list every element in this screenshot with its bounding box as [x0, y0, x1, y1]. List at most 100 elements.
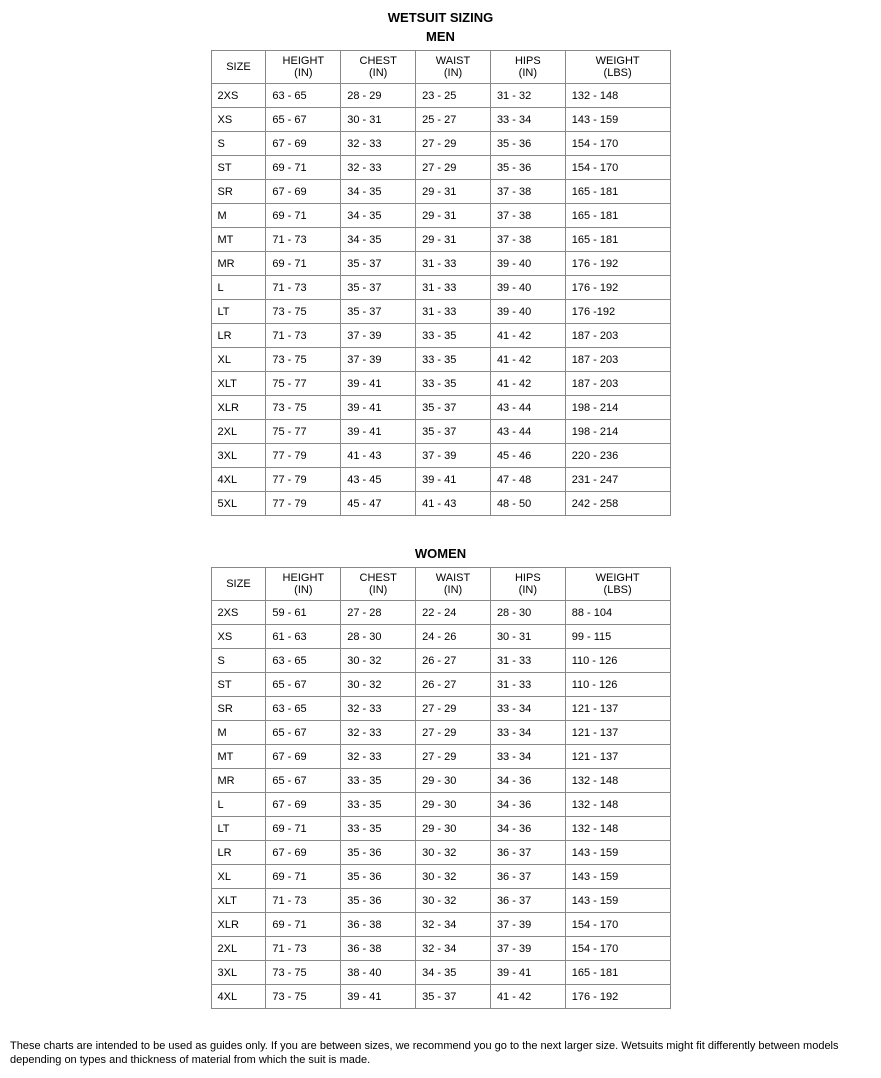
table-cell: 75 - 77	[266, 420, 341, 444]
table-cell: 39 - 41	[341, 372, 416, 396]
column-header-size: SIZE	[211, 568, 266, 601]
table-cell: MR	[211, 252, 266, 276]
table-cell: 32 - 33	[341, 132, 416, 156]
table-row: XLR73 - 7539 - 4135 - 3743 - 44198 - 214	[211, 396, 670, 420]
table-cell: 45 - 46	[490, 444, 565, 468]
table-cell: 165 - 181	[565, 961, 670, 985]
table-cell: 39 - 41	[341, 420, 416, 444]
table-row: 4XL73 - 7539 - 4135 - 3741 - 42176 - 192	[211, 985, 670, 1009]
sizing-table: SIZEHEIGHT(IN)CHEST(IN)WAIST(IN)HIPS(IN)…	[211, 567, 671, 1009]
table-cell: 176 - 192	[565, 985, 670, 1009]
table-cell: 71 - 73	[266, 324, 341, 348]
table-row: 3XL77 - 7941 - 4337 - 3945 - 46220 - 236	[211, 444, 670, 468]
table-row: 2XL75 - 7739 - 4135 - 3743 - 44198 - 214	[211, 420, 670, 444]
table-cell: 30 - 32	[416, 841, 491, 865]
table-cell: 77 - 79	[266, 444, 341, 468]
table-cell: 32 - 33	[341, 697, 416, 721]
table-cell: 63 - 65	[266, 84, 341, 108]
table-row: MT71 - 7334 - 3529 - 3137 - 38165 - 181	[211, 228, 670, 252]
table-cell: 35 - 36	[341, 841, 416, 865]
table-row: XLT75 - 7739 - 4133 - 3541 - 42187 - 203	[211, 372, 670, 396]
column-header-waist: WAIST(IN)	[416, 568, 491, 601]
table-cell: 176 - 192	[565, 252, 670, 276]
table-cell: 29 - 31	[416, 180, 491, 204]
sections-container: MEN SIZEHEIGHT(IN)CHEST(IN)WAIST(IN)HIPS(…	[0, 29, 881, 1009]
table-cell: 132 - 148	[565, 817, 670, 841]
table-row: 3XL73 - 7538 - 4034 - 3539 - 41165 - 181	[211, 961, 670, 985]
table-cell: 67 - 69	[266, 132, 341, 156]
table-cell: 26 - 27	[416, 649, 491, 673]
table-cell: 31 - 33	[416, 252, 491, 276]
table-cell: 32 - 33	[341, 156, 416, 180]
table-cell: S	[211, 649, 266, 673]
table-row: XLR69 - 7136 - 3832 - 3437 - 39154 - 170	[211, 913, 670, 937]
table-cell: 35 - 36	[490, 156, 565, 180]
table-cell: 132 - 148	[565, 793, 670, 817]
table-cell: 29 - 31	[416, 204, 491, 228]
table-cell: 48 - 50	[490, 492, 565, 516]
disclaimer-text: These charts are intended to be used as …	[0, 1039, 881, 1068]
table-cell: 154 - 170	[565, 913, 670, 937]
table-cell: 35 - 37	[341, 252, 416, 276]
table-cell: 37 - 39	[341, 348, 416, 372]
column-header-chest: CHEST(IN)	[341, 568, 416, 601]
section-title: MEN	[0, 29, 881, 44]
table-cell: 34 - 35	[341, 204, 416, 228]
column-header-chest: CHEST(IN)	[341, 51, 416, 84]
table-cell: 45 - 47	[341, 492, 416, 516]
table-cell: 73 - 75	[266, 300, 341, 324]
table-cell: 35 - 37	[341, 300, 416, 324]
table-cell: M	[211, 721, 266, 745]
table-cell: MT	[211, 228, 266, 252]
table-cell: 34 - 36	[490, 817, 565, 841]
table-cell: 23 - 25	[416, 84, 491, 108]
table-row: LR67 - 6935 - 3630 - 3236 - 37143 - 159	[211, 841, 670, 865]
table-cell: 69 - 71	[266, 913, 341, 937]
column-header-weight: WEIGHT(LBS)	[565, 51, 670, 84]
table-cell: S	[211, 132, 266, 156]
table-row: XS61 - 6328 - 3024 - 2630 - 3199 - 115	[211, 625, 670, 649]
table-row: LT69 - 7133 - 3529 - 3034 - 36132 - 148	[211, 817, 670, 841]
table-cell: 26 - 27	[416, 673, 491, 697]
table-cell: 27 - 29	[416, 132, 491, 156]
table-cell: 41 - 42	[490, 348, 565, 372]
table-cell: ST	[211, 673, 266, 697]
table-cell: 33 - 35	[341, 769, 416, 793]
table-row: XL73 - 7537 - 3933 - 3541 - 42187 - 203	[211, 348, 670, 372]
table-cell: 43 - 44	[490, 396, 565, 420]
table-cell: 35 - 36	[341, 865, 416, 889]
table-cell: 65 - 67	[266, 769, 341, 793]
table-cell: 88 - 104	[565, 601, 670, 625]
table-cell: 37 - 38	[490, 228, 565, 252]
table-cell: 165 - 181	[565, 204, 670, 228]
table-cell: 65 - 67	[266, 108, 341, 132]
table-row: M65 - 6732 - 3327 - 2933 - 34121 - 137	[211, 721, 670, 745]
table-cell: 176 -192	[565, 300, 670, 324]
table-cell: 37 - 39	[490, 913, 565, 937]
table-cell: M	[211, 204, 266, 228]
table-cell: 31 - 33	[416, 276, 491, 300]
table-cell: 31 - 33	[490, 673, 565, 697]
table-cell: 35 - 37	[341, 276, 416, 300]
table-cell: 28 - 30	[490, 601, 565, 625]
table-cell: 33 - 34	[490, 721, 565, 745]
table-cell: XLR	[211, 913, 266, 937]
table-cell: 2XL	[211, 420, 266, 444]
table-cell: 65 - 67	[266, 721, 341, 745]
table-cell: 231 - 247	[565, 468, 670, 492]
table-wrap: SIZEHEIGHT(IN)CHEST(IN)WAIST(IN)HIPS(IN)…	[0, 50, 881, 516]
table-header-row: SIZEHEIGHT(IN)CHEST(IN)WAIST(IN)HIPS(IN)…	[211, 51, 670, 84]
table-cell: ST	[211, 156, 266, 180]
table-cell: 32 - 33	[341, 745, 416, 769]
table-cell: 27 - 28	[341, 601, 416, 625]
table-cell: 69 - 71	[266, 156, 341, 180]
table-cell: 30 - 32	[341, 649, 416, 673]
table-cell: 143 - 159	[565, 108, 670, 132]
table-cell: 29 - 31	[416, 228, 491, 252]
table-cell: XL	[211, 348, 266, 372]
table-cell: 63 - 65	[266, 649, 341, 673]
table-row: XLT71 - 7335 - 3630 - 3236 - 37143 - 159	[211, 889, 670, 913]
table-cell: XS	[211, 108, 266, 132]
table-cell: 34 - 35	[341, 228, 416, 252]
table-cell: 27 - 29	[416, 156, 491, 180]
